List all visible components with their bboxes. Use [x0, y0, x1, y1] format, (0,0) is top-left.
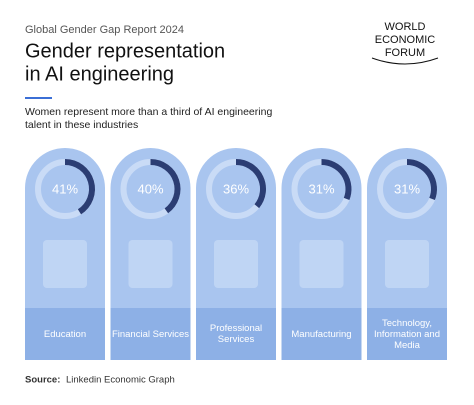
- category-label: Technology, Information and Media: [373, 317, 440, 351]
- illustration: [128, 240, 173, 288]
- report-name: Global Gender Gap Report 2024: [25, 24, 184, 36]
- source: Linkedin Economic Graph: [66, 375, 175, 386]
- ring-arc: [64, 159, 95, 215]
- logo-text: ECONOMIC: [375, 34, 436, 46]
- illustration: [385, 240, 429, 288]
- ring-arc: [150, 159, 181, 214]
- card-label-area: [367, 308, 447, 360]
- subtitle: talent in these industries: [25, 119, 138, 131]
- logo-arc: [371, 57, 439, 65]
- ring-arc: [406, 159, 437, 201]
- value-label: 31%: [308, 181, 334, 196]
- illustration: [214, 240, 258, 288]
- card-label-area: [25, 308, 105, 360]
- illustration: [43, 240, 87, 288]
- logo-text: WORLD: [385, 21, 426, 33]
- category-label: Manufacturing: [291, 328, 352, 340]
- value-label: 41%: [52, 181, 78, 196]
- chart-title: Gender representation: [25, 40, 225, 62]
- chart-title: in AI engineering: [25, 63, 174, 85]
- value-label: 31%: [394, 181, 420, 196]
- value-label: 40%: [137, 181, 163, 196]
- value-label: 36%: [223, 181, 249, 196]
- card-label-area: [281, 308, 362, 360]
- source-label: Source:: [25, 375, 60, 386]
- category-label: Financial Services: [111, 328, 190, 340]
- card-label-area: [110, 308, 191, 360]
- ring-arc: [235, 159, 266, 209]
- category-label: Education: [43, 328, 87, 340]
- illustration: [299, 240, 344, 288]
- card-label-area: [196, 308, 276, 360]
- logo-text: FORUM: [385, 47, 425, 59]
- category-label: Professional Services: [209, 323, 263, 345]
- ring-arc: [321, 159, 352, 201]
- subtitle: Women represent more than a third of AI …: [25, 106, 272, 118]
